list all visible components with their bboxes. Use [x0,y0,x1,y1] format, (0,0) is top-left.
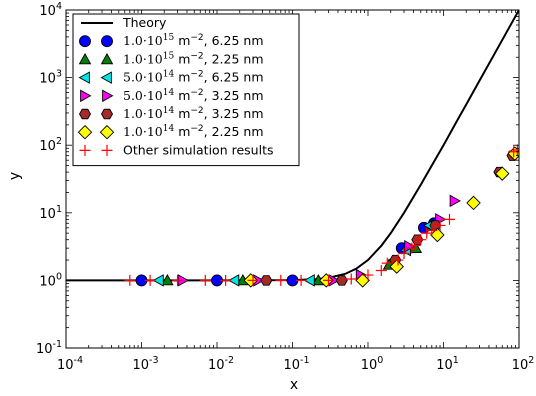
data-point [345,273,357,285]
x-tick-label: 10-2 [208,355,234,373]
data-point [260,275,273,286]
data-point [381,257,393,269]
y-tick-label: 104 [39,1,62,19]
data-point [303,274,315,287]
data-point [362,269,374,281]
data-point [172,274,184,286]
series-4 [177,194,461,287]
series-6 [243,146,519,288]
data-point [295,274,307,286]
legend-marker [78,108,92,120]
data-point [421,227,433,239]
legend-marker [78,71,90,84]
x-tick-label: 10-4 [57,355,83,373]
legend-label-series-6: 1.0·1014 m−2, 2.25 nm [123,124,264,139]
data-point [375,265,387,277]
y-tick-label: 100 [39,271,62,289]
legend-marker [100,108,114,120]
data-point [124,274,136,286]
x-axis-label: x [290,377,298,393]
legend-marker [79,144,91,156]
legend-marker [80,89,92,103]
legend-marker [99,124,115,140]
y-tick-label: 102 [39,136,62,154]
y-tick-label: 10-1 [36,339,62,357]
legend-label-series-4: 5.0·1014 m−2, 3.25 nm [123,88,264,103]
legend-box [72,13,300,167]
data-point [335,275,348,286]
data-point [220,274,232,286]
x-tick-label: 102 [512,355,535,373]
data-point [389,259,404,274]
tick-labels: 10-4 10-3 10-2 10-1 100 101 102 10-1 100 101 102 10… [36,1,534,373]
data-point [275,274,287,286]
data-point [161,273,174,286]
legend-label-series-2: 1.0·1015 m−2, 2.25 nm [123,51,264,66]
data-point [323,274,335,286]
legend-marker [101,35,113,48]
data-point [152,274,164,287]
legend-marker [100,52,114,65]
data-point [392,254,404,266]
legend: Theory 1.0·1015 m−2, 6.25 nm 1.0·1015 m−2,… [72,13,300,167]
legend-label-series-5: 1.0·1014 m−2, 3.25 nm [123,106,264,121]
legend-marker [102,89,114,103]
data-point [227,274,240,287]
x-tick-label: 10-1 [283,355,309,373]
legend-label-theory: Theory [122,15,167,30]
x-tick-label: 101 [436,355,459,373]
data-point [247,274,259,286]
y-tick-label: 101 [39,204,62,222]
data-point [355,273,370,288]
data-point [511,144,519,156]
plot-area [65,9,520,349]
series-2 [161,219,439,286]
legend-label-series-3: 5.0·1014 m−2, 6.25 nm [123,70,264,85]
x-tick-label: 10-3 [132,355,158,373]
legend-marker [100,71,112,84]
legend-marker [101,144,113,156]
axis-ticks [65,9,520,349]
y-axis-label: y [7,172,23,180]
data-point [495,166,510,181]
y-tick-label: 103 [39,69,62,87]
x-tick-label: 100 [361,355,384,373]
data-point [409,239,421,251]
legend-marker [79,35,91,48]
data-point [144,274,156,286]
data-point [434,219,446,231]
data-point [430,227,445,243]
legend-marker [78,52,92,65]
legend-label-series-1: 1.0·1015 m−2, 6.25 nm [123,33,264,48]
data-point [443,213,455,225]
data-point [449,194,461,208]
data-point [199,274,211,286]
data-point [415,234,427,246]
data-point [426,224,438,236]
data-point [404,239,416,253]
legend-label-series-7: Other simulation results [123,142,273,157]
data-point [398,247,410,259]
legend-marker [77,124,93,140]
data-point [466,195,481,211]
